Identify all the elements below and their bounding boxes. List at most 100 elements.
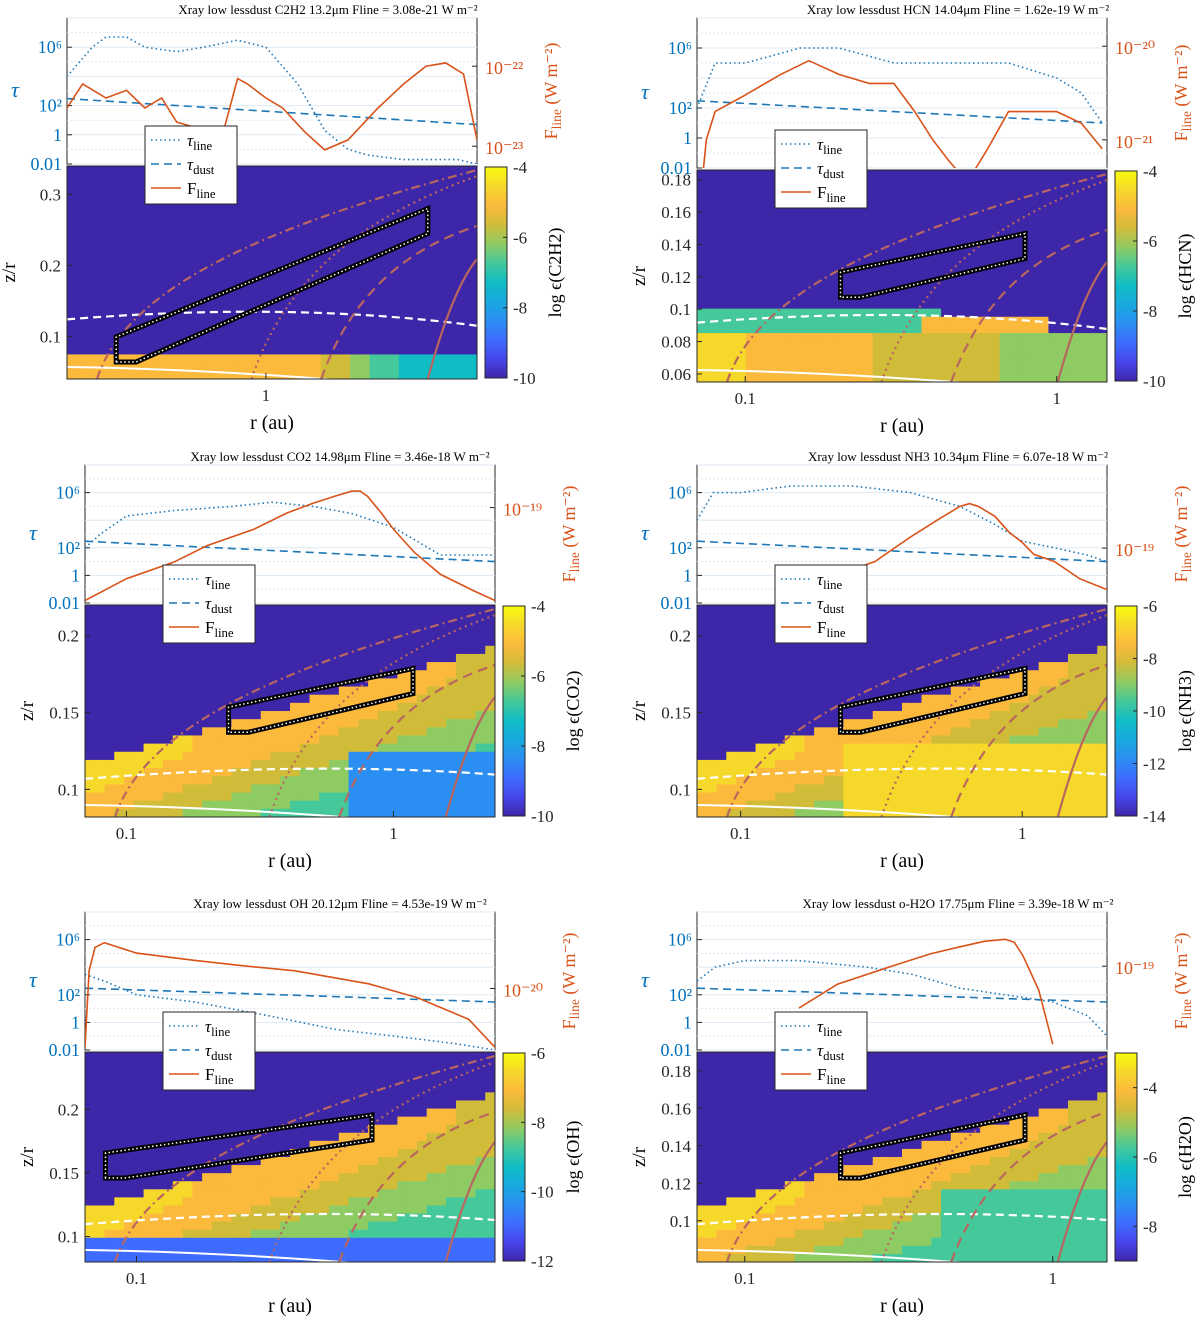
emitting-region-dots bbox=[839, 232, 1026, 298]
tau-flux-axes: 10⁶ 10² 1 0.01 τ 10⁻²⁰ 10⁻²¹ Fline (W m⁻²) bbox=[641, 17, 1194, 178]
contour-dashdot bbox=[113, 607, 495, 817]
x-axis-label: r (au) bbox=[880, 1295, 924, 1317]
contour-dashed bbox=[950, 1110, 1107, 1262]
x-axis-label: r (au) bbox=[268, 850, 312, 872]
legend-label: τline bbox=[205, 1017, 231, 1039]
bottom-axes-frame bbox=[696, 1051, 1108, 1263]
abundance-map bbox=[697, 1052, 1107, 1262]
tau-tick-label: 10⁶ bbox=[668, 38, 692, 58]
y-tick-label: 0.18 bbox=[661, 1062, 691, 1081]
colorbar-tick-label: -6 bbox=[1143, 1148, 1157, 1167]
tau-tick-label: 0.01 bbox=[49, 593, 81, 613]
dust-tau1-line bbox=[85, 767, 495, 780]
colorbar-label: log ϵ(C2H2) bbox=[545, 228, 566, 318]
legend-label: τdust bbox=[817, 159, 845, 181]
abundance-map-axes: 0.18 0.16 0.14 0.12 0.1 0.08 0.06 z/r 0.1 1 r (au)… bbox=[629, 162, 1196, 437]
tau-tick-label: 0.01 bbox=[31, 154, 63, 174]
colorbar-gradient bbox=[502, 605, 526, 817]
tau-tick-label: 10² bbox=[669, 98, 692, 118]
contour-dashed bbox=[338, 663, 495, 817]
tau-tick-label: 10² bbox=[57, 538, 80, 558]
emitting-region-dots bbox=[839, 667, 1026, 733]
panel-title: Xray low lessdust C2H2 13.2μm Fline = 3.… bbox=[178, 2, 477, 17]
y-axis-label: z/r bbox=[0, 262, 20, 283]
flux-axis-label: Fline (W m⁻²) bbox=[559, 486, 582, 583]
colorbar-tick-label: -4 bbox=[531, 597, 546, 616]
colorbar-tick-label: -8 bbox=[1143, 302, 1157, 321]
series-line-2 bbox=[85, 490, 495, 602]
series-line-0 bbox=[697, 485, 1107, 563]
colorbar-tick-label: -8 bbox=[513, 299, 527, 318]
colorbar-tick-label: -6 bbox=[531, 1044, 545, 1063]
x-tick-label: 0.1 bbox=[730, 824, 751, 843]
y-tick-label: 0.15 bbox=[49, 1164, 79, 1183]
abundance-map-axes: 0.2 0.15 0.1 z/r 0.1 r (au) -6 -8 -10 -12 log ϵ(OH… bbox=[17, 1044, 584, 1317]
white-solid-curve bbox=[85, 1249, 356, 1262]
legend-frame bbox=[162, 1011, 256, 1091]
x-axis-label: r (au) bbox=[880, 415, 924, 437]
panel-title: Xray low lessdust HCN 14.04μm Fline = 1.… bbox=[807, 2, 1109, 17]
y-tick-label: 0.14 bbox=[661, 235, 691, 254]
legend-frame bbox=[774, 129, 868, 209]
colorbar-tick-label: -10 bbox=[513, 369, 536, 388]
contour-dotted bbox=[880, 1060, 1107, 1262]
panel-oh: Xray low lessdust OH 20.12μm Fline = 4.5… bbox=[17, 896, 584, 1317]
series-group bbox=[697, 938, 1107, 1045]
legend-label: Fline bbox=[817, 183, 846, 205]
flux-axis-label: Fline (W m⁻²) bbox=[1171, 486, 1194, 583]
colorbar: -4 -6 -8 log ϵ(H2O) bbox=[1114, 1052, 1196, 1262]
series-line-0 bbox=[67, 36, 477, 164]
colorbar-tick-label: -10 bbox=[1143, 372, 1166, 391]
legend-label: τline bbox=[817, 135, 843, 157]
series-line-2 bbox=[798, 938, 1054, 1045]
tau-flux-axes: 10⁶ 10² 1 0.01 τ 10⁻¹⁹ Fline (W m⁻²) bbox=[641, 464, 1194, 613]
tau-tick-label: 10⁶ bbox=[668, 483, 692, 503]
abundance-map bbox=[697, 605, 1107, 817]
emitting-region-dots bbox=[227, 667, 414, 733]
bottom-axes-frame bbox=[696, 604, 1108, 818]
emitting-region-dots bbox=[104, 1114, 373, 1179]
contour-solid bbox=[1056, 261, 1107, 382]
colorbar-tick-label: -6 bbox=[1143, 597, 1157, 616]
panel-nh3: Xray low lessdust NH3 10.34μm Fline = 6.… bbox=[629, 449, 1196, 872]
panel-o-h2o: Xray low lessdust o-H2O 17.75μm Fline = … bbox=[629, 896, 1196, 1317]
series-group bbox=[85, 490, 495, 602]
panel-title: Xray low lessdust o-H2O 17.75μm Fline = … bbox=[803, 896, 1114, 911]
abundance-map-axes: 0.2 0.15 0.1 z/r 0.1 1 r (au) -6 -8 -10 -12 -14 log … bbox=[629, 597, 1196, 872]
abundance-map bbox=[697, 170, 1107, 382]
x-tick-label: 1 bbox=[1049, 1269, 1058, 1288]
panel-title: Xray low lessdust OH 20.12μm Fline = 4.5… bbox=[193, 896, 487, 911]
y-axis-label: z/r bbox=[629, 265, 650, 286]
legend-label: Fline bbox=[205, 618, 234, 640]
series-line-0 bbox=[697, 959, 1107, 1037]
legend-label: τline bbox=[187, 131, 213, 153]
contour-solid bbox=[444, 1141, 495, 1262]
legend-label: τdust bbox=[817, 1041, 845, 1063]
dust-tau1-line bbox=[697, 767, 1107, 780]
legend-frame bbox=[162, 564, 256, 644]
abundance-map-axes: 0.18 0.16 0.14 0.12 0.1 z/r 0.1 1 r (au) -4 -6 -8 lo… bbox=[629, 1051, 1196, 1317]
colorbar-gradient bbox=[502, 1052, 526, 1262]
flux-tick-label: 10⁻²⁰ bbox=[1115, 38, 1155, 58]
y-tick-label: 0.15 bbox=[661, 704, 691, 723]
tau-tick-label: 1 bbox=[683, 565, 692, 585]
panel-co2: Xray low lessdust CO2 14.98μm Fline = 3.… bbox=[17, 449, 584, 872]
tau-flux-axes: 10⁶ 10² 1 0.01 τ 10⁻²⁰ Fline (W m⁻²) bbox=[29, 911, 582, 1060]
legend-label: τdust bbox=[187, 155, 215, 177]
flux-tick-label: 10⁻¹⁹ bbox=[1115, 540, 1154, 560]
y-tick-label: 0.06 bbox=[661, 365, 691, 384]
bottom-axes-frame bbox=[696, 169, 1108, 383]
tau-axis-label: τ bbox=[11, 77, 20, 102]
tau-tick-label: 10⁶ bbox=[56, 930, 80, 950]
tau-axis-label: τ bbox=[29, 520, 38, 545]
contour-dotted bbox=[880, 178, 1107, 382]
legend-label: τline bbox=[817, 1017, 843, 1039]
contour-dotted bbox=[268, 1060, 495, 1262]
colorbar: -4 -6 -8 -10 log ϵ(HCN) bbox=[1114, 162, 1196, 391]
contour-solid bbox=[1056, 1141, 1107, 1262]
white-solid-curve bbox=[697, 804, 968, 817]
dust-tau1-line bbox=[697, 1212, 1107, 1226]
y-axis-label: z/r bbox=[17, 1146, 38, 1167]
abundance-map bbox=[85, 1052, 495, 1262]
flux-tick-label: 10⁻²³ bbox=[485, 138, 524, 158]
